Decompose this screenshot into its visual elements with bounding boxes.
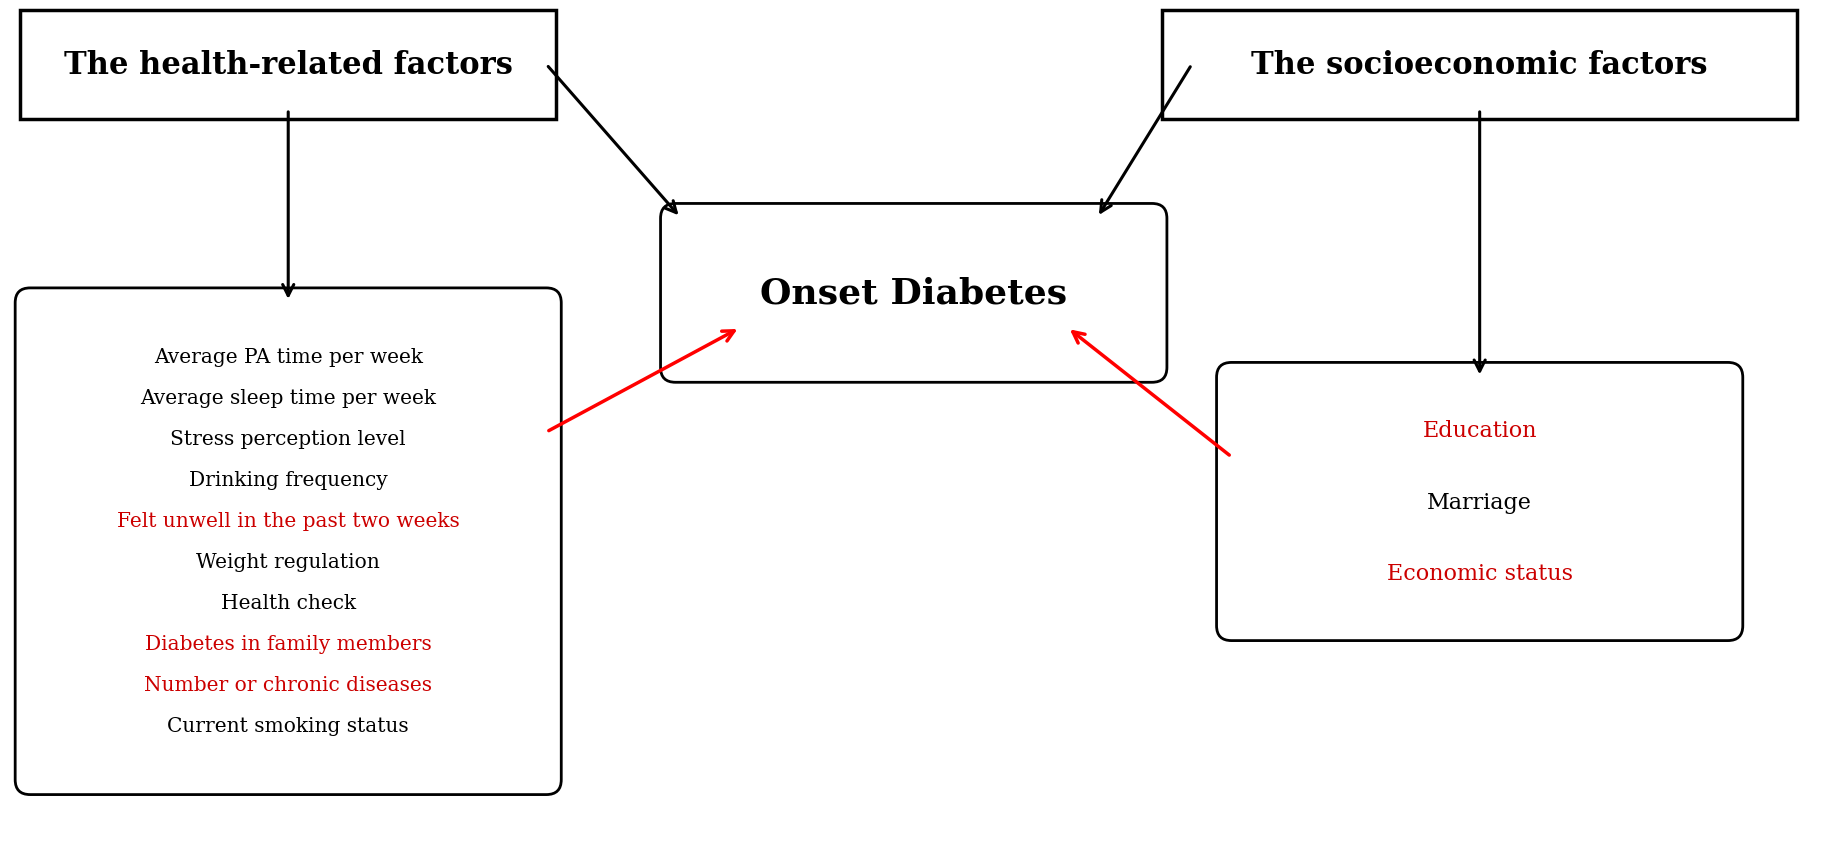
Text: The socioeconomic factors: The socioeconomic factors	[1251, 49, 1706, 81]
Text: Drinking frequency: Drinking frequency	[190, 470, 386, 490]
FancyBboxPatch shape	[15, 289, 561, 795]
Text: Economic status: Economic status	[1385, 562, 1571, 584]
Text: Average PA time per week: Average PA time per week	[153, 348, 423, 366]
FancyBboxPatch shape	[1216, 363, 1741, 641]
FancyBboxPatch shape	[20, 11, 556, 120]
Text: The health-related factors: The health-related factors	[64, 49, 512, 81]
Text: Marriage: Marriage	[1426, 491, 1531, 513]
Text: Health check: Health check	[221, 594, 355, 613]
Text: Education: Education	[1422, 420, 1537, 442]
Text: Average sleep time per week: Average sleep time per week	[140, 389, 436, 408]
FancyBboxPatch shape	[1161, 11, 1796, 120]
Text: Number or chronic diseases: Number or chronic diseases	[144, 676, 432, 694]
Text: Stress perception level: Stress perception level	[170, 429, 407, 449]
Text: Onset Diabetes: Onset Diabetes	[760, 277, 1066, 310]
FancyBboxPatch shape	[660, 204, 1167, 383]
Text: Weight regulation: Weight regulation	[197, 553, 379, 572]
Text: Felt unwell in the past two weeks: Felt unwell in the past two weeks	[117, 512, 459, 531]
Text: Diabetes in family members: Diabetes in family members	[144, 635, 432, 653]
Text: Current smoking status: Current smoking status	[168, 717, 408, 735]
